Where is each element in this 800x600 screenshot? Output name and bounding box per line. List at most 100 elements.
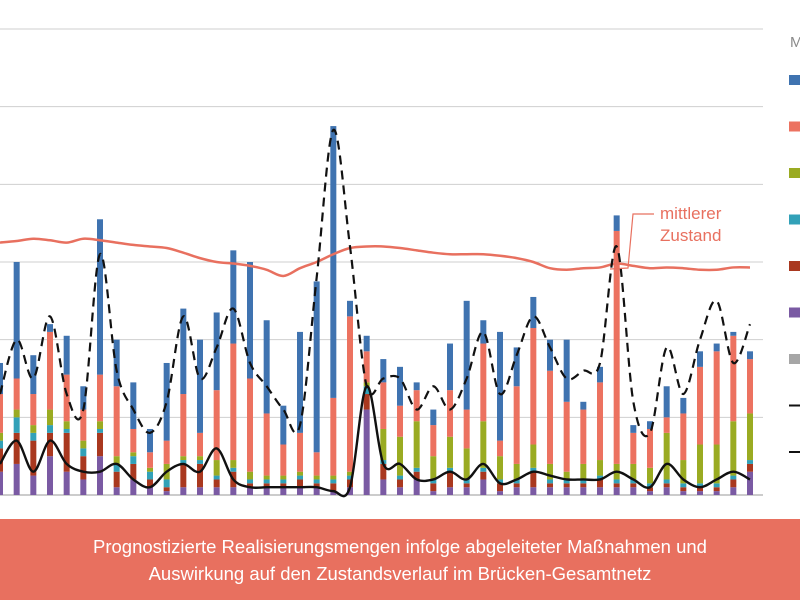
bar-series5-23 xyxy=(380,359,387,383)
bar-series1-27 xyxy=(447,471,453,488)
legend-header: M xyxy=(790,34,800,51)
bar-series1-34 xyxy=(563,483,570,488)
bar-series4-31 xyxy=(513,386,520,464)
bar-series5-36 xyxy=(597,366,603,383)
bar-series0-6 xyxy=(97,456,103,495)
legend-marker-6 xyxy=(789,354,800,364)
bar-series1-10 xyxy=(163,487,170,492)
bar-series1-20 xyxy=(330,483,337,492)
bar-series3-38 xyxy=(630,463,637,480)
bar-series1-18 xyxy=(297,479,303,488)
bar-series0-44 xyxy=(730,487,737,495)
bar-series2-6 xyxy=(97,428,103,433)
bar-series3-41 xyxy=(680,460,687,484)
bar-series4-15 xyxy=(247,378,253,472)
bar-series4-23 xyxy=(380,382,387,429)
bar-series5-8 xyxy=(130,382,137,429)
bar-series1-8 xyxy=(130,463,137,480)
bar-series4-0 xyxy=(0,394,3,433)
bar-series3-29 xyxy=(480,421,487,468)
bar-series2-33 xyxy=(547,479,553,484)
bar-series5-12 xyxy=(197,339,203,433)
bar-series5-33 xyxy=(547,339,553,371)
bar-series1-33 xyxy=(547,483,553,488)
bar-series5-18 xyxy=(297,331,303,433)
bar-series0-45 xyxy=(747,471,753,495)
bar-series2-35 xyxy=(580,479,587,484)
bar-series4-13 xyxy=(213,390,220,461)
bar-series1-36 xyxy=(597,479,603,488)
bar-series1-2 xyxy=(30,440,37,476)
bar-series5-27 xyxy=(447,343,453,391)
bar-series5-32 xyxy=(530,296,537,329)
bar-series2-1 xyxy=(13,417,20,433)
bar-series5-43 xyxy=(713,343,720,352)
bar-series0-32 xyxy=(530,487,537,495)
bar-series4-16 xyxy=(263,413,270,476)
bar-series2-7 xyxy=(113,463,120,472)
bar-series2-36 xyxy=(597,475,603,480)
bar-series0-22 xyxy=(363,409,370,495)
bar-series0-17 xyxy=(280,487,287,495)
bar-series5-19 xyxy=(313,281,320,453)
bar-series0-1 xyxy=(13,463,20,495)
bar-series4-41 xyxy=(680,413,687,461)
bar-series2-34 xyxy=(563,479,570,484)
bar-series2-10 xyxy=(163,479,170,488)
bar-series1-12 xyxy=(197,463,203,488)
bar-series3-24 xyxy=(397,436,403,476)
line-dashed xyxy=(0,128,752,438)
bar-series3-39 xyxy=(647,467,653,484)
bar-series3-14 xyxy=(230,460,237,468)
bar-series0-26 xyxy=(430,491,437,495)
line-mittlerer-zustand xyxy=(0,237,751,278)
bar-series5-24 xyxy=(397,366,403,406)
bar-series4-24 xyxy=(397,405,403,437)
bar-series2-40 xyxy=(663,479,670,484)
bar-series5-1 xyxy=(13,262,20,379)
stacked-bar-line-chart: mittlerer Zustand M xyxy=(0,28,800,498)
bar-series1-35 xyxy=(580,483,587,488)
bar-series4-21 xyxy=(347,316,353,472)
bar-series5-22 xyxy=(363,335,370,352)
bar-series1-6 xyxy=(97,432,103,457)
bar-series3-33 xyxy=(547,463,553,480)
bar-series3-25 xyxy=(413,421,420,468)
bar-series2-18 xyxy=(297,475,303,480)
bar-series1-37 xyxy=(613,483,620,488)
legend-marker-0 xyxy=(789,75,800,85)
bar-series5-44 xyxy=(730,331,737,336)
bar-series1-32 xyxy=(530,471,537,488)
bar-series1-13 xyxy=(213,479,220,488)
bar-series2-44 xyxy=(730,475,737,480)
bar-series2-4 xyxy=(63,428,70,433)
bar-series4-7 xyxy=(113,386,120,457)
bar-series2-14 xyxy=(230,467,237,472)
annotation-mittlerer: mittlerer xyxy=(660,204,722,223)
bar-series2-24 xyxy=(397,475,403,480)
lines xyxy=(0,128,752,498)
bar-series3-26 xyxy=(430,456,437,480)
bar-series2-30 xyxy=(497,479,503,484)
bar-series1-3 xyxy=(47,432,53,457)
bar-series3-18 xyxy=(297,471,303,476)
bar-series5-29 xyxy=(480,320,487,344)
bar-series3-42 xyxy=(697,444,703,484)
bar-series1-4 xyxy=(63,432,70,472)
gridlines xyxy=(0,28,763,418)
bar-series1-26 xyxy=(430,483,437,492)
bar-series5-9 xyxy=(147,428,153,453)
bar-series0-23 xyxy=(380,479,387,495)
bar-series5-25 xyxy=(413,382,420,391)
bar-series0-14 xyxy=(230,487,237,495)
bar-series4-43 xyxy=(713,351,720,445)
bar-series4-1 xyxy=(13,378,20,410)
bar-series0-13 xyxy=(213,487,220,495)
bar-series0-41 xyxy=(680,491,687,495)
bar-series2-26 xyxy=(430,479,437,484)
bar-series2-31 xyxy=(513,479,520,484)
bar-series2-16 xyxy=(263,479,270,484)
bar-series5-41 xyxy=(680,397,687,414)
bar-series5-13 xyxy=(213,312,220,391)
bar-series1-23 xyxy=(380,463,387,480)
